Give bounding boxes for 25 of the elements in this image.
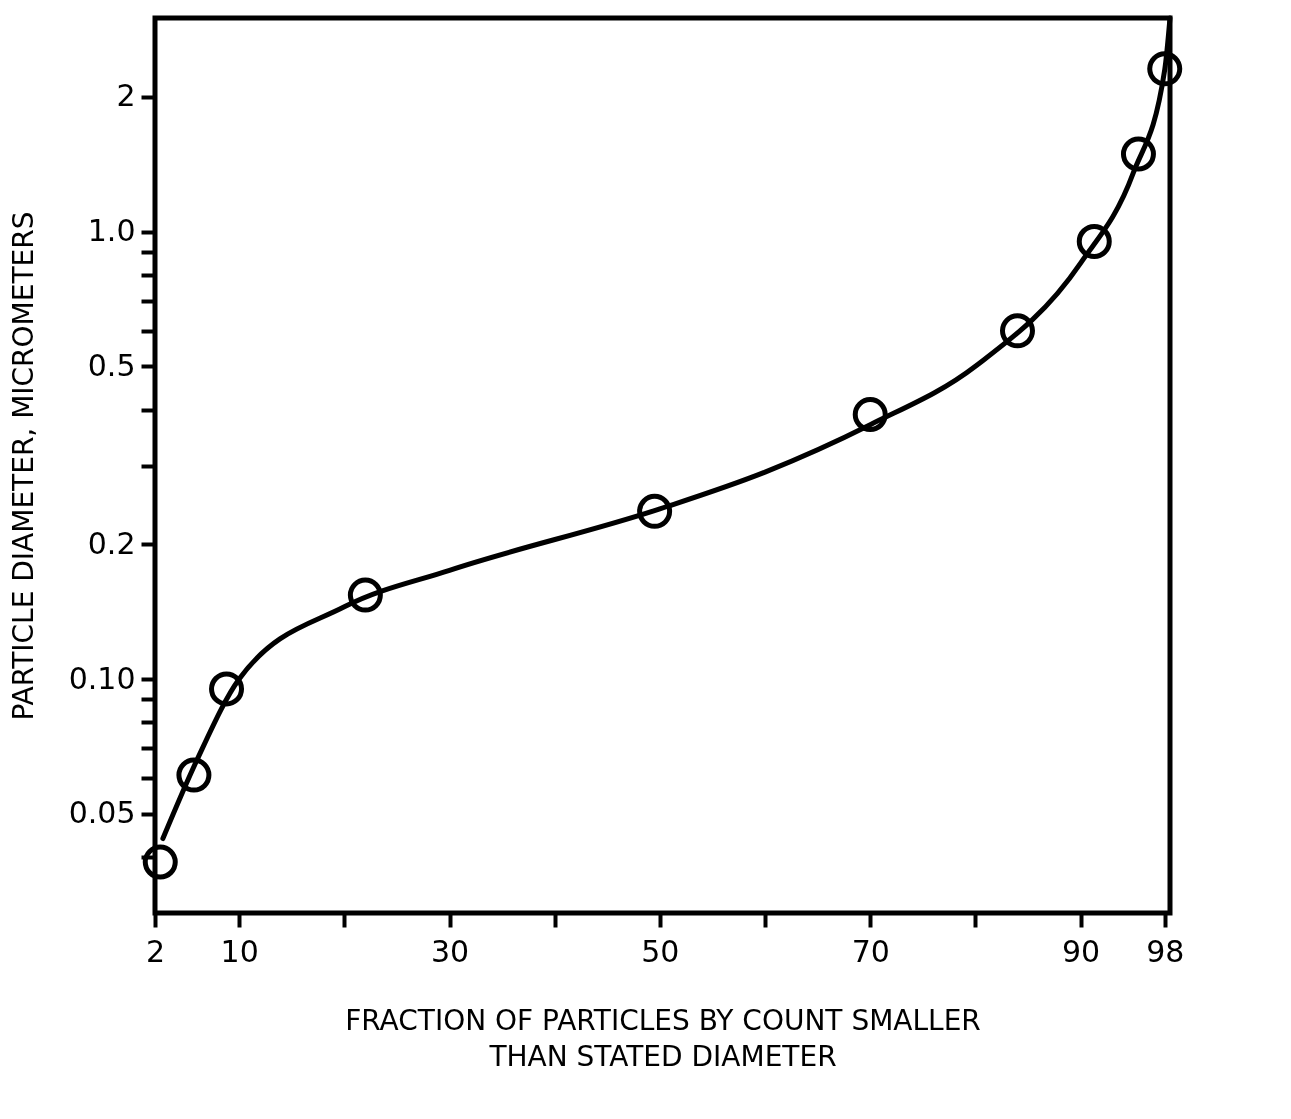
- y-tick-label: 0.2: [87, 525, 136, 561]
- point: [999, 313, 1035, 349]
- x-axis-title: FRACTION OF PARTICLES BY COUNT SMALLER THAN STATED DIAMETER: [345, 1003, 981, 1073]
- point: [209, 671, 245, 707]
- point: [176, 757, 212, 793]
- point: [142, 844, 178, 880]
- x-tick-label: 30: [430, 933, 470, 969]
- x-tick-label: 50: [641, 933, 680, 969]
- y-tick-label: 0.05: [68, 795, 136, 831]
- y-axis-title: PARTICLE DIAMETER, MICROMETERS: [6, 211, 40, 721]
- point: [1120, 136, 1156, 172]
- x-tick-label: 70: [851, 933, 890, 969]
- x-tick-label: 2: [145, 933, 166, 969]
- y-tick-label: 1.0: [87, 213, 136, 249]
- point: [1076, 224, 1112, 259]
- point: [347, 577, 383, 613]
- x-tick-label: 10: [220, 933, 259, 969]
- point: [1147, 51, 1183, 87]
- y-tick-label: 2: [116, 78, 136, 114]
- point: [852, 397, 888, 432]
- x-tick-label: 98: [1146, 933, 1185, 969]
- point: [637, 493, 673, 529]
- y-tick-label: 0.5: [87, 347, 136, 383]
- x-tick-label: 90: [1062, 933, 1101, 969]
- y-tick-label: 0.10: [68, 660, 136, 696]
